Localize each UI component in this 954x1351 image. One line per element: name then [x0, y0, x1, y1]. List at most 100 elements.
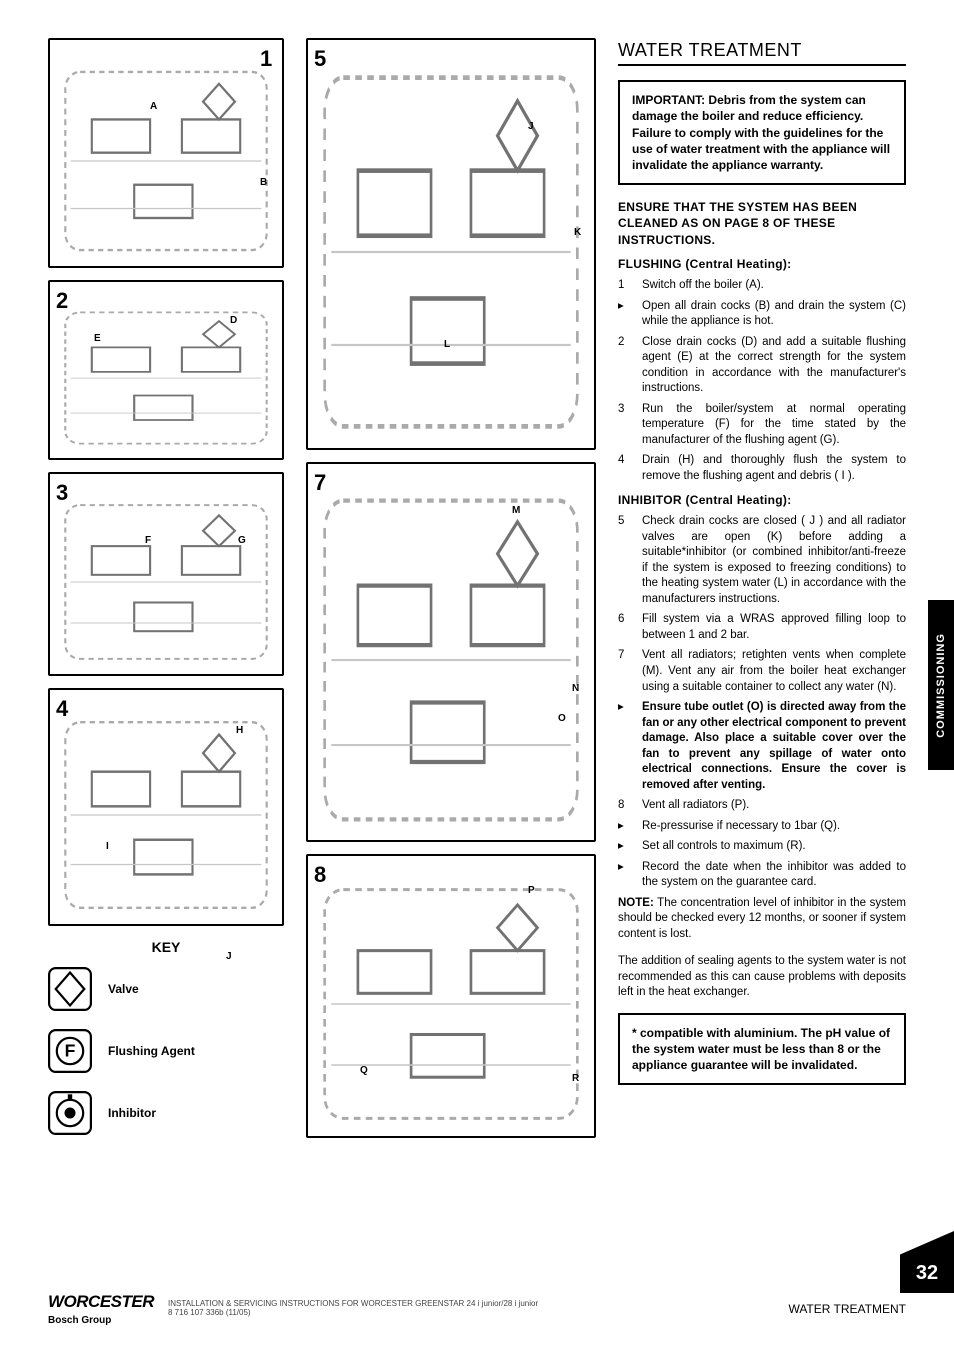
step-marker: ▸	[618, 839, 632, 855]
callout-label: N	[572, 682, 579, 696]
callout-label: P	[528, 884, 535, 898]
step-text: Set all controls to maximum (R).	[642, 839, 906, 855]
valve-icon	[48, 967, 92, 1011]
callout-label: J	[226, 950, 232, 964]
callout-label: G	[238, 534, 246, 548]
schematic-placeholder-icon	[318, 490, 584, 830]
schematic-placeholder-icon	[60, 66, 272, 256]
page-number-badge: 32	[900, 1231, 954, 1293]
callout-label: L	[444, 338, 450, 352]
sealing-paragraph: The addition of sealing agents to the sy…	[618, 954, 906, 1001]
step-item: 7Vent all radiators; retighten vents whe…	[618, 648, 906, 695]
step-marker: 5	[618, 514, 632, 607]
step-text: Vent all radiators; retighten vents when…	[642, 648, 906, 695]
step-marker: 7	[618, 648, 632, 695]
flushing-heading: FLUSHING (Central Heating):	[618, 256, 906, 272]
step-item: 8 Vent all radiators (P).	[618, 798, 906, 814]
step-text: Drain (H) and thoroughly flush the syste…	[642, 453, 906, 484]
callout-label: J	[528, 120, 534, 134]
callout-label: Q	[360, 1064, 368, 1078]
compat-text: * compatible with aluminium. The pH valu…	[632, 1026, 890, 1072]
step-text: Ensure tube outlet (O) is directed away …	[642, 700, 906, 793]
callout-label: A	[150, 100, 157, 114]
callout-label: E	[94, 332, 101, 346]
step-text: Close drain cocks (D) and add a suitable…	[642, 335, 906, 397]
note-text: The concentration level of inhibitor in …	[618, 897, 906, 940]
step-marker: 1	[618, 278, 632, 294]
step-item: 5Check drain cocks are closed ( J ) and …	[618, 514, 906, 607]
key-title: KEY	[48, 938, 284, 957]
step-item: ▸ Open all drain cocks (B) and drain the …	[618, 299, 906, 330]
schematic-placeholder-icon	[60, 500, 272, 664]
step-marker: 8	[618, 798, 632, 814]
step-marker: ▸	[618, 299, 632, 330]
footer: WORCESTER Bosch Group INSTALLATION & SER…	[48, 1291, 906, 1327]
page-number: 32	[916, 1260, 938, 1287]
step-marker: 4	[618, 453, 632, 484]
step-item: ▸Record the date when the inhibitor was …	[618, 860, 906, 891]
key-item-label: Inhibitor	[108, 1105, 156, 1121]
callout-label: K	[574, 226, 581, 240]
section-heading: WATER TREATMENT	[618, 38, 906, 62]
callout-label: O	[558, 712, 566, 726]
inhibitor-icon	[48, 1091, 92, 1135]
key-item-label: Valve	[108, 981, 139, 997]
brand-sub: Bosch Group	[48, 1314, 154, 1328]
step-text: Open all drain cocks (B) and drain the s…	[642, 299, 906, 330]
step-marker: ▸	[618, 860, 632, 891]
footer-doc-ref: INSTALLATION & SERVICING INSTRUCTIONS FO…	[168, 1300, 538, 1318]
side-tab: COMMISSIONING	[928, 600, 954, 770]
step-item: 1 Switch off the boiler (A).	[618, 278, 906, 294]
callout-label: I	[106, 840, 109, 854]
callout-label: M	[512, 504, 520, 518]
section-rule	[618, 64, 906, 66]
diagram-4: 4 HIJ	[48, 688, 284, 926]
key-block: KEY Valve F Flushing Agent Inhibitor	[48, 938, 284, 1135]
left-diagrams-column: 1 ABC2 DE3 FG4 HIJ KEY	[48, 38, 284, 1153]
schematic-placeholder-icon	[318, 66, 584, 438]
callout-label: H	[236, 724, 243, 738]
text-column: WATER TREATMENT IMPORTANT: Debris from t…	[618, 38, 906, 1153]
mid-diagrams-column: 5 JKL7 MNO8 PQR	[306, 38, 596, 1153]
footer-line2: 8 716 107 336b (11/05)	[168, 1309, 538, 1318]
step-item: ▸Ensure tube outlet (O) is directed away…	[618, 700, 906, 793]
callout-label: B	[260, 176, 267, 190]
brand-block: WORCESTER Bosch Group	[48, 1291, 154, 1327]
step-marker: 2	[618, 335, 632, 397]
step-item: 6Fill system via a WRAS approved filling…	[618, 612, 906, 643]
callout-label: D	[230, 314, 237, 328]
ensure-text: ENSURE THAT THE SYSTEM HAS BEEN CLEANED …	[618, 199, 906, 248]
note-label: NOTE:	[618, 897, 654, 909]
step-text: Check drain cocks are closed ( J ) and a…	[642, 514, 906, 607]
schematic-placeholder-icon	[60, 716, 272, 914]
flushing-agent-icon: F	[48, 1029, 92, 1073]
step-text: Switch off the boiler (A).	[642, 278, 906, 294]
step-marker: ▸	[618, 819, 632, 835]
compat-callout: * compatible with aluminium. The pH valu…	[618, 1013, 906, 1086]
important-text: IMPORTANT: Debris from the system can da…	[632, 93, 890, 172]
key-item-inhibitor: Inhibitor	[48, 1091, 284, 1135]
step-item: 4 Drain (H) and thoroughly flush the syst…	[618, 453, 906, 484]
step-text: Run the boiler/system at normal operatin…	[642, 402, 906, 449]
key-item-label: Flushing Agent	[108, 1043, 195, 1059]
side-tab-label: COMMISSIONING	[934, 633, 949, 738]
diagram-2: 2 DE	[48, 280, 284, 460]
schematic-placeholder-icon	[60, 308, 272, 448]
brand-logo-text: WORCESTER	[48, 1291, 154, 1314]
step-marker: 6	[618, 612, 632, 643]
step-marker: ▸	[618, 700, 632, 793]
inhibitor-heading: INHIBITOR (Central Heating):	[618, 492, 906, 508]
step-text: Vent all radiators (P).	[642, 798, 906, 814]
step-item: 3Run the boiler/system at normal operati…	[618, 402, 906, 449]
inhibitor-steps-list: 5Check drain cocks are closed ( J ) and …	[618, 514, 906, 890]
diagram-5: 5 JKL	[306, 38, 596, 450]
diagram-7: 7 MNO	[306, 462, 596, 842]
callout-label: F	[145, 534, 151, 548]
diagram-3: 3 FG	[48, 472, 284, 676]
key-item-flushing-agent: F Flushing Agent	[48, 1029, 284, 1073]
diagram-1: 1 ABC	[48, 38, 284, 268]
step-text: Re-pressurise if necessary to 1bar (Q).	[642, 819, 906, 835]
step-item: ▸ Set all controls to maximum (R).	[618, 839, 906, 855]
important-callout: IMPORTANT: Debris from the system can da…	[618, 80, 906, 185]
step-marker: 3	[618, 402, 632, 449]
